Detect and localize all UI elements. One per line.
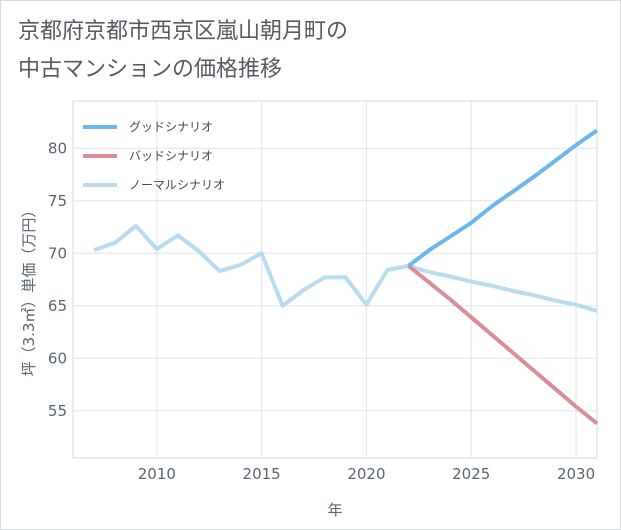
series-line-bad — [407, 264, 599, 425]
legend-label-normal: ノーマルシナリオ — [129, 178, 225, 192]
y-tick-label: 80 — [48, 139, 67, 157]
x-tick-label: 2025 — [452, 465, 490, 483]
y-tick-label: 75 — [48, 192, 67, 210]
chart-title-line-2: 中古マンションの価格推移 — [18, 57, 283, 82]
legend-label-good: グッドシナリオ — [129, 120, 213, 134]
chart-title-line-1: 京都府京都市西京区嵐山朝月町の — [18, 19, 349, 44]
plot-area — [72, 100, 598, 459]
y-tick-label: 60 — [48, 349, 67, 367]
x-tick-label: 2015 — [243, 465, 281, 483]
y-tick-label: 65 — [48, 297, 67, 315]
x-axis-title: 年 — [327, 501, 342, 519]
x-tick-label: 2030 — [557, 465, 595, 483]
series-line-good — [407, 128, 599, 268]
x-tick-label: 2020 — [347, 465, 385, 483]
y-axis-title: 坪（3.3㎡）単価（万円） — [20, 203, 38, 377]
y-tick-label: 55 — [48, 402, 67, 420]
x-tick-label: 2010 — [138, 465, 176, 483]
y-tick-label: 70 — [48, 244, 67, 262]
legend-label-bad: バッドシナリオ — [129, 149, 213, 163]
series-line-normal — [93, 224, 598, 313]
